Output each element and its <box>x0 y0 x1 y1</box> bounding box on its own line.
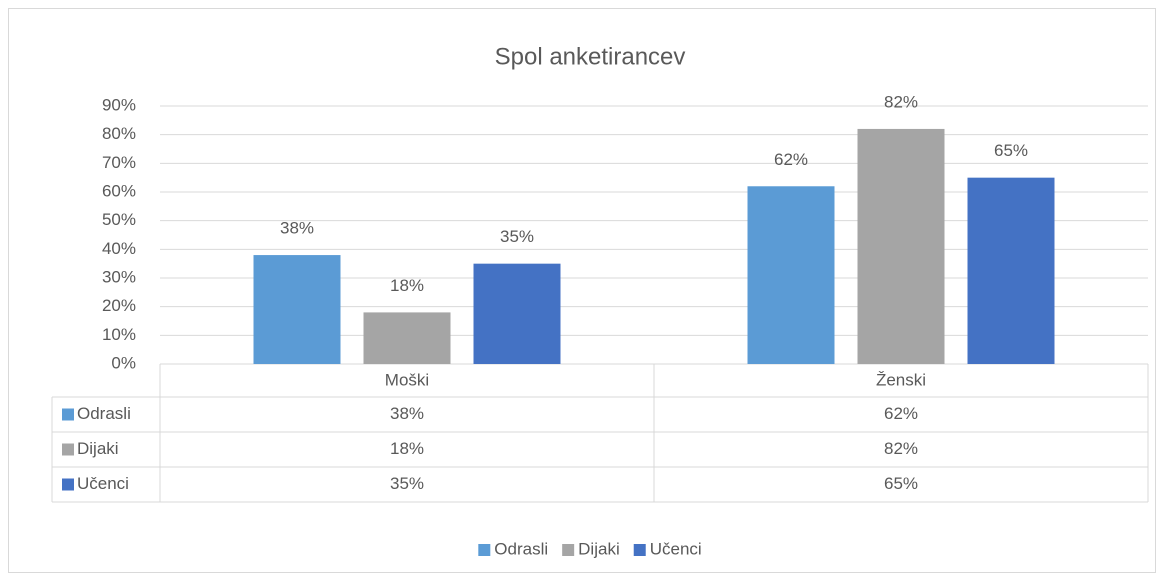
bar <box>967 177 1055 364</box>
table-legend-key <box>62 408 74 421</box>
chart-frame <box>8 8 1156 573</box>
data-label: 38% <box>280 219 314 238</box>
legend-key <box>478 544 491 556</box>
bar <box>747 186 835 364</box>
bar <box>857 128 945 364</box>
legend-label: Odrasli <box>494 539 548 558</box>
table-cell: 65% <box>884 474 918 493</box>
table-row-label: Učenci <box>77 474 129 493</box>
table-row-label: Odrasli <box>77 404 131 423</box>
table-cell: 35% <box>390 474 424 493</box>
table-row-label: Dijaki <box>77 439 119 458</box>
table-header: Moški <box>385 370 429 389</box>
data-label: 62% <box>774 150 808 169</box>
y-tick-label: 70% <box>102 153 136 172</box>
legend-label: Dijaki <box>578 539 620 558</box>
data-label: 35% <box>500 227 534 246</box>
table-cell: 82% <box>884 439 918 458</box>
bar <box>363 312 451 364</box>
table-legend-key <box>62 443 74 456</box>
y-tick-label: 90% <box>102 95 136 114</box>
table-cell: 62% <box>884 404 918 423</box>
data-label: 18% <box>390 276 424 295</box>
legend-key <box>562 544 575 556</box>
y-tick-label: 20% <box>102 296 136 315</box>
table-cell: 38% <box>390 404 424 423</box>
bar <box>253 255 341 364</box>
table-legend-key <box>62 478 74 491</box>
data-label: 82% <box>884 92 918 111</box>
y-tick-label: 30% <box>102 267 136 286</box>
y-tick-label: 0% <box>111 353 136 372</box>
legend-label: Učenci <box>650 539 702 558</box>
y-tick-label: 40% <box>102 239 136 258</box>
table-cell: 18% <box>390 439 424 458</box>
y-tick-label: 60% <box>102 181 136 200</box>
y-tick-label: 10% <box>102 325 136 344</box>
bar <box>473 263 561 364</box>
data-label: 65% <box>994 141 1028 160</box>
chart-title: Spol anketirancev <box>495 43 686 70</box>
legend-key <box>633 544 646 556</box>
y-tick-label: 80% <box>102 124 136 143</box>
y-tick-label: 50% <box>102 210 136 229</box>
table-header: Ženski <box>876 370 926 389</box>
